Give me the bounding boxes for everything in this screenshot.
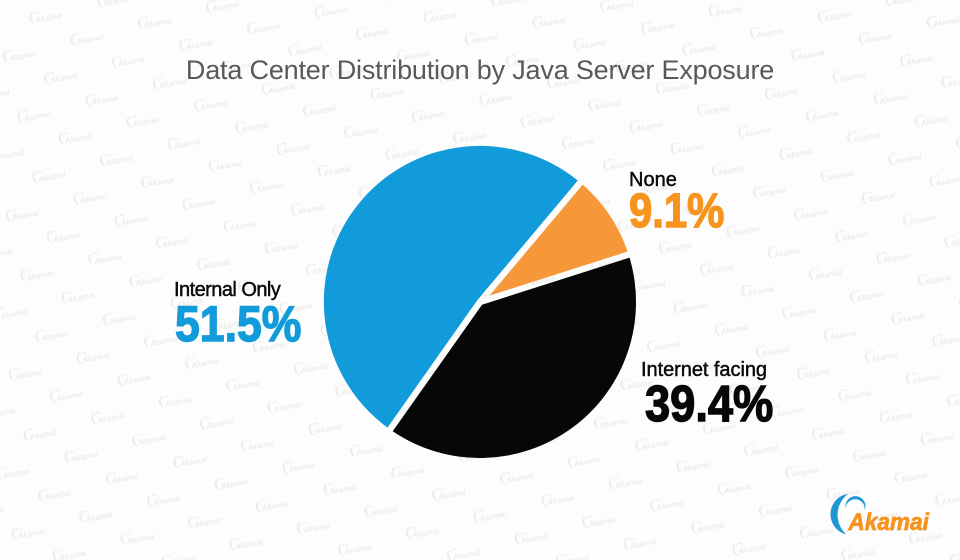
svg-text:Akamai: Akamai [847, 509, 930, 536]
